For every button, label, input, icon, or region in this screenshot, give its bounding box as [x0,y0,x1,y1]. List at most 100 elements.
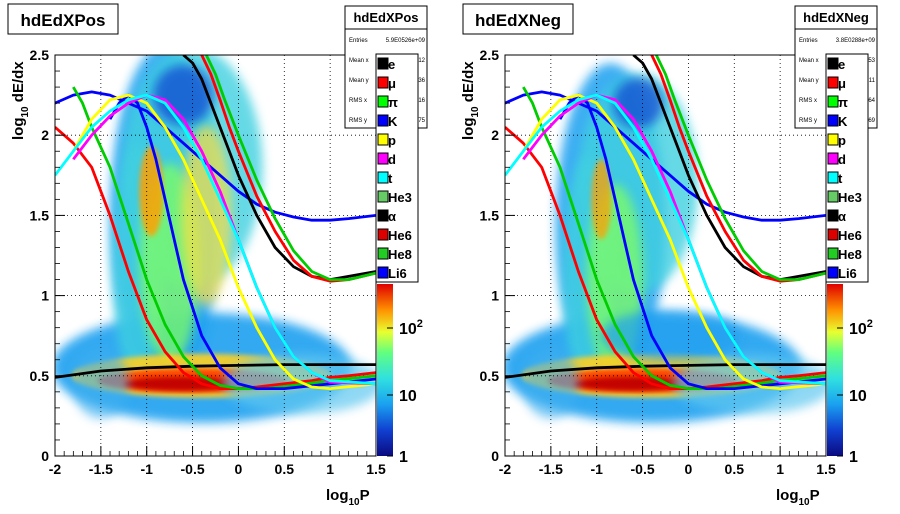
colorbar-tick-label: 10 [399,388,417,405]
stats-row-label: Entries [349,38,368,44]
x-tick-label: -1 [140,461,153,477]
y-tick-label: 2.5 [480,47,500,63]
legend-label: t [388,171,393,186]
legend-swatch [377,247,389,260]
x-tick-label: -1 [590,461,603,477]
chart-title: hdEdXNeg [475,11,561,30]
y-tick-label: 1 [41,288,49,304]
density-blob [153,65,214,126]
legend-swatch [827,266,839,279]
legend-swatch [827,133,839,146]
stats-row-label: Mean y [349,78,369,84]
stats-row-value: 5.9E0526e+09 [386,38,426,44]
legend-label: p [838,133,846,148]
y-tick-label: 1 [491,288,499,304]
x-tick-label: -0.5 [631,461,655,477]
stats-row-label: Mean x [349,58,369,64]
x-tick-label: 0.5 [275,461,295,477]
legend-label: Li6 [838,266,857,281]
y-tick-label: 0 [41,448,49,464]
x-axis-label: log10P [776,487,820,508]
bethe-bloch-curves [55,55,376,391]
colorbar [377,284,393,456]
legend-swatch [827,228,839,241]
legend-label: π [838,95,848,110]
legend-swatch [827,171,839,184]
y-tick-label: 0 [491,448,499,464]
legend-label: α [388,209,396,224]
panel-hdEdXNeg: -2 -1.5 -1 -0.5 0 0.5 1 1.5 0 0.5 1 1.5 2 2.5 log10P lo… [460,3,878,508]
stats-row-value: 16 [418,98,425,104]
legend-swatch [377,57,389,70]
legend-swatch [827,152,839,165]
colorbar-tick-label: 102 [849,318,873,338]
colorbar-tick-label: 10 [849,388,867,405]
stats-row-value: 12 [418,58,425,64]
legend-swatch [827,57,839,70]
stats-row-value: 53 [868,58,875,64]
x-tick-label: -1.5 [539,461,563,477]
series-line-10 [655,55,826,282]
title-box [462,3,574,35]
legend-swatch [827,76,839,89]
stats-row-label: RMS x [799,98,817,104]
y-tick-label: 2.5 [30,47,50,63]
series-line-1 [55,90,376,222]
series-line-1 [505,90,826,222]
legend-label: He6 [388,228,412,243]
legend-label: α [838,209,846,224]
y-tick-label: 2 [41,127,49,143]
series-line-2 [55,126,376,391]
legend-swatch [827,95,839,108]
x-tick-label: 0 [235,461,243,477]
series-line-5 [72,93,376,391]
legend-swatch [377,171,389,184]
stats-row-value: 11 [869,78,876,84]
x-tick-label: 1 [776,461,784,477]
stats-title: hdEdXPos [353,10,418,25]
legend-swatch [377,190,389,203]
stats-row-label: RMS x [349,98,367,104]
series-line-3 [522,86,826,391]
legend-label: p [388,133,396,148]
series-line-3 [72,86,376,391]
legend-label: μ [388,76,396,91]
x-tick-label: -2 [49,461,62,477]
legend-label: He8 [838,247,862,262]
legend-label: K [838,114,848,129]
density-blob [181,125,232,306]
legend-label: K [388,114,398,129]
stats-row-value: 69 [868,118,875,124]
series-line-7 [55,93,376,386]
y-tick-label: 0.5 [480,368,500,384]
y-tick-label: 2 [491,127,499,143]
legend-swatch [377,133,389,146]
legend-swatch [377,76,389,89]
legend-swatch [827,114,839,127]
y-tick-label: 1.5 [30,207,50,223]
y-tick-label: 1.5 [480,207,500,223]
legend-swatch [377,228,389,241]
colorbar-tick-label: 1 [849,449,858,466]
density-blob [139,146,164,237]
x-tick-label: 0 [685,461,693,477]
legend-label: d [388,152,396,167]
bethe-bloch-curves [505,55,826,391]
series-line-7 [505,93,826,386]
legend-label: Li6 [388,266,407,281]
y-axis-label: log10 dE/dx [460,61,481,140]
legend-swatch [377,95,389,108]
y-tick-label: 0.5 [30,368,50,384]
series-line-2 [505,126,826,391]
panel-hdEdXPos: -2 -1.5 -1 -0.5 0 0.5 1 1.5 0 0.5 1 1.5 2 2.5 log10P lo… [7,3,428,508]
stats-row-value: 64 [868,98,875,104]
colorbar-tick-label: 102 [399,318,423,338]
legend-box [825,53,869,283]
stats-row-label: RMS y [349,118,367,124]
legend-label: e [838,57,845,72]
legend-swatch [377,266,389,279]
series-line-0 [55,363,376,379]
legend-label: He8 [388,247,412,262]
stats-row-label: Mean y [799,78,819,84]
x-tick-label: -1.5 [89,461,113,477]
